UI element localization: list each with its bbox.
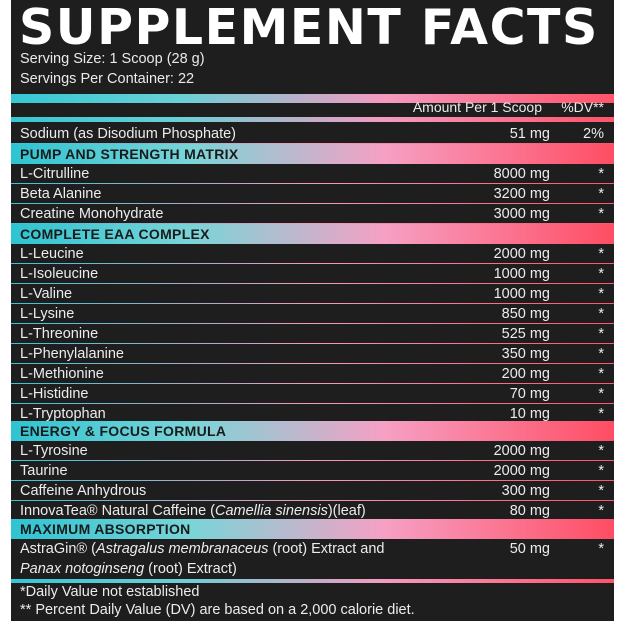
nutrient-dv: 2% [583, 126, 604, 142]
astragin-prefix: AstraGin® ( [20, 541, 96, 557]
innovatea-botanical: Camellia sinensis [215, 503, 328, 519]
ingredient-row: L-Citrulline 8000 mg * [11, 164, 614, 184]
ingredient-label: L-Isoleucine [20, 266, 99, 282]
ingredient-dv: * [598, 326, 604, 342]
ingredient-amount: 525 mg [501, 326, 550, 342]
section-header: PUMP AND STRENGTH MATRIX [11, 144, 614, 164]
ingredient-row: L-Threonine 525 mg * [11, 324, 614, 344]
ingredient-label: L-Tyrosine [20, 443, 88, 459]
ingredient-label: Beta Alanine [20, 186, 102, 202]
ingredient-row: InnovaTea® Natural Caffeine (Camellia si… [11, 501, 614, 521]
astragin-line-2: Panax notoginseng (root) Extract) [20, 559, 237, 579]
innovatea-suffix: )(leaf) [327, 503, 366, 519]
ingredient-dv: * [598, 186, 604, 202]
ingredient-dv: * [598, 541, 604, 557]
ingredient-row: L-Isoleucine 1000 mg * [11, 264, 614, 284]
ingredient-label: L-Tryptophan [20, 406, 106, 422]
nutrient-amount: 51 mg [509, 126, 550, 142]
ingredient-label: L-Threonine [20, 326, 99, 342]
innovatea-prefix: InnovaTea® Natural Caffeine ( [20, 503, 215, 519]
ingredient-label: L-Valine [20, 286, 73, 302]
ingredient-amount: 300 mg [501, 483, 550, 499]
footnote-percent-dv: ** Percent Daily Value (DV) are based on… [20, 602, 415, 618]
ingredient-amount: 70 mg [509, 386, 550, 402]
ingredient-label: L-Histidine [20, 386, 89, 402]
ingredient-dv: * [598, 206, 604, 222]
ingredient-row: Taurine 2000 mg * [11, 461, 614, 481]
nutrient-label: Sodium (as Disodium Phosphate) [20, 126, 236, 142]
ingredient-amount: 200 mg [501, 366, 550, 382]
section-header: MAXIMUM ABSORPTION [11, 519, 614, 539]
ingredient-amount: 2000 mg [493, 443, 550, 459]
ingredient-amount: 50 mg [509, 541, 550, 557]
ingredient-row: L-Tyrosine 2000 mg * [11, 441, 614, 461]
ingredient-label: Creatine Monohydrate [20, 206, 164, 222]
ingredient-amount: 3000 mg [493, 206, 550, 222]
ingredient-row: L-Methionine 200 mg * [11, 364, 614, 384]
section-header: ENERGY & FOCUS FORMULA [11, 421, 614, 441]
ingredient-row: Creatine Monohydrate 3000 mg * [11, 204, 614, 224]
ingredient-amount: 2000 mg [493, 246, 550, 262]
nutrient-row-sodium: Sodium (as Disodium Phosphate) 51 mg 2% [11, 124, 614, 144]
section-title: PUMP AND STRENGTH MATRIX [20, 146, 239, 162]
ingredient-dv: * [598, 286, 604, 302]
section-title: ENERGY & FOCUS FORMULA [20, 423, 227, 439]
ingredient-amount: 1000 mg [493, 266, 550, 282]
ingredient-row: L-Histidine 70 mg * [11, 384, 614, 404]
medium-divider [11, 117, 614, 122]
ingredient-label: L-Methionine [20, 366, 104, 382]
amount-header: Amount Per 1 Scoop [412, 99, 542, 115]
ingredient-label: L-Citrulline [20, 166, 90, 182]
ingredient-label: Caffeine Anhydrous [20, 483, 147, 499]
ingredient-dv: * [598, 503, 604, 519]
panel-title: SUPPLEMENT FACTS [19, 0, 599, 56]
thick-divider [11, 94, 614, 103]
ingredient-label: Taurine [20, 463, 68, 479]
ingredient-dv: * [598, 483, 604, 499]
astragin-botanical-2: Panax notoginseng [20, 561, 145, 577]
ingredient-row: L-Lysine 850 mg * [11, 304, 614, 324]
ingredient-amount: 350 mg [501, 346, 550, 362]
ingredient-row: Beta Alanine 3200 mg * [11, 184, 614, 204]
ingredient-dv: * [598, 166, 604, 182]
supplement-facts-panel: SUPPLEMENT FACTS Serving Size: 1 Scoop (… [11, 0, 614, 621]
serving-size: Serving Size: 1 Scoop (28 g) [20, 51, 205, 67]
dv-header: %DV** [561, 99, 604, 115]
ingredient-label: L-Lysine [20, 306, 75, 322]
astragin-line-1: AstraGin® (Astragalus membranaceus (root… [20, 539, 384, 559]
ingredient-amount: 850 mg [501, 306, 550, 322]
ingredient-dv: * [598, 406, 604, 422]
servings-per-container: Servings Per Container: 22 [20, 71, 195, 87]
ingredient-row: L-Leucine 2000 mg * [11, 244, 614, 264]
ingredient-amount: 80 mg [509, 503, 550, 519]
footer-divider [11, 579, 614, 583]
ingredient-amount: 3200 mg [493, 186, 550, 202]
ingredient-label: InnovaTea® Natural Caffeine (Camellia si… [20, 501, 366, 521]
ingredient-dv: * [598, 246, 604, 262]
ingredient-dv: * [598, 366, 604, 382]
astragin-suffix-2: (root) Extract) [144, 561, 237, 577]
footnote-daily-value: *Daily Value not established [20, 584, 200, 600]
astragin-botanical-1: Astragalus membranaceus [95, 541, 269, 557]
ingredient-dv: * [598, 443, 604, 459]
section-header: COMPLETE EAA COMPLEX [11, 224, 614, 244]
ingredient-label: L-Leucine [20, 246, 84, 262]
ingredient-dv: * [598, 266, 604, 282]
ingredient-dv: * [598, 306, 604, 322]
section-title: COMPLETE EAA COMPLEX [20, 226, 210, 242]
ingredient-dv: * [598, 386, 604, 402]
ingredient-row: Caffeine Anhydrous 300 mg * [11, 481, 614, 501]
ingredient-dv: * [598, 346, 604, 362]
ingredient-amount: 8000 mg [493, 166, 550, 182]
ingredient-amount: 10 mg [509, 406, 550, 422]
ingredient-row-astragin: AstraGin® (Astragalus membranaceus (root… [11, 539, 614, 579]
ingredient-row: L-Valine 1000 mg * [11, 284, 614, 304]
ingredient-amount: 2000 mg [493, 463, 550, 479]
ingredient-amount: 1000 mg [493, 286, 550, 302]
ingredient-label: L-Phenylalanine [20, 346, 124, 362]
section-title: MAXIMUM ABSORPTION [20, 521, 191, 537]
astragin-suffix-1: (root) Extract and [268, 541, 385, 557]
ingredient-row: L-Phenylalanine 350 mg * [11, 344, 614, 364]
ingredient-dv: * [598, 463, 604, 479]
